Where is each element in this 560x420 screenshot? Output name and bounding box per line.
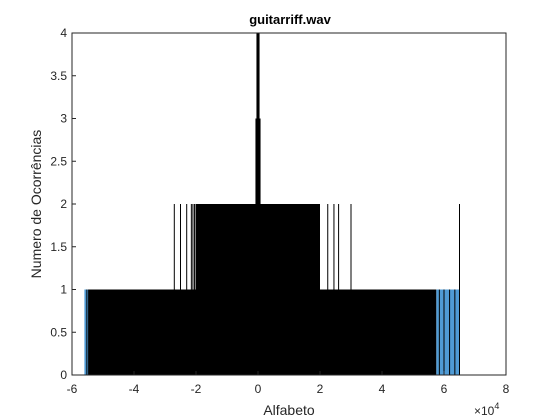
y-axis-label: Numero de Ocorrências [28,130,44,279]
x-tick-label-1: -4 [129,382,140,396]
y-tick-label-8: 4 [60,26,67,40]
chart-title: guitarriff.wav [249,12,331,27]
y-tick-label-2: 1 [60,283,67,297]
y-tick-label-5: 2.5 [50,154,67,168]
y-tick-label-7: 3.5 [50,69,67,83]
x-axis-exponent-power: 4 [494,401,499,411]
x-axis-label: Alfabeto [263,402,315,418]
x-tick-label-5: 4 [379,382,386,396]
x-tick-label-0: -6 [67,382,78,396]
bars-group [84,33,460,375]
x-axis-ticks: -6 -4 -2 0 2 4 6 8 [67,371,510,396]
x-tick-label-3: 0 [255,382,262,396]
y-axis-ticks: 0 0.5 1 1.5 2 2.5 3 3.5 4 [50,26,76,382]
x-tick-label-7: 8 [503,382,510,396]
y-tick-label-3: 1.5 [50,240,67,254]
x-tick-label-2: -2 [191,382,202,396]
histogram-bar-region-2 [256,33,260,375]
x-axis-exponent: ×104 [474,401,499,418]
x-tick-label-4: 2 [317,382,324,396]
y-tick-label-6: 3 [60,112,67,126]
y-tick-label-0: 0 [60,368,67,382]
x-tick-label-6: 6 [441,382,448,396]
x-axis-exponent-base: ×10 [474,404,495,418]
histogram-bar-edge-low [84,289,92,375]
y-tick-label-4: 2 [60,197,67,211]
histogram-bar-edge-high [436,289,460,375]
y-tick-label-1: 0.5 [50,325,67,339]
